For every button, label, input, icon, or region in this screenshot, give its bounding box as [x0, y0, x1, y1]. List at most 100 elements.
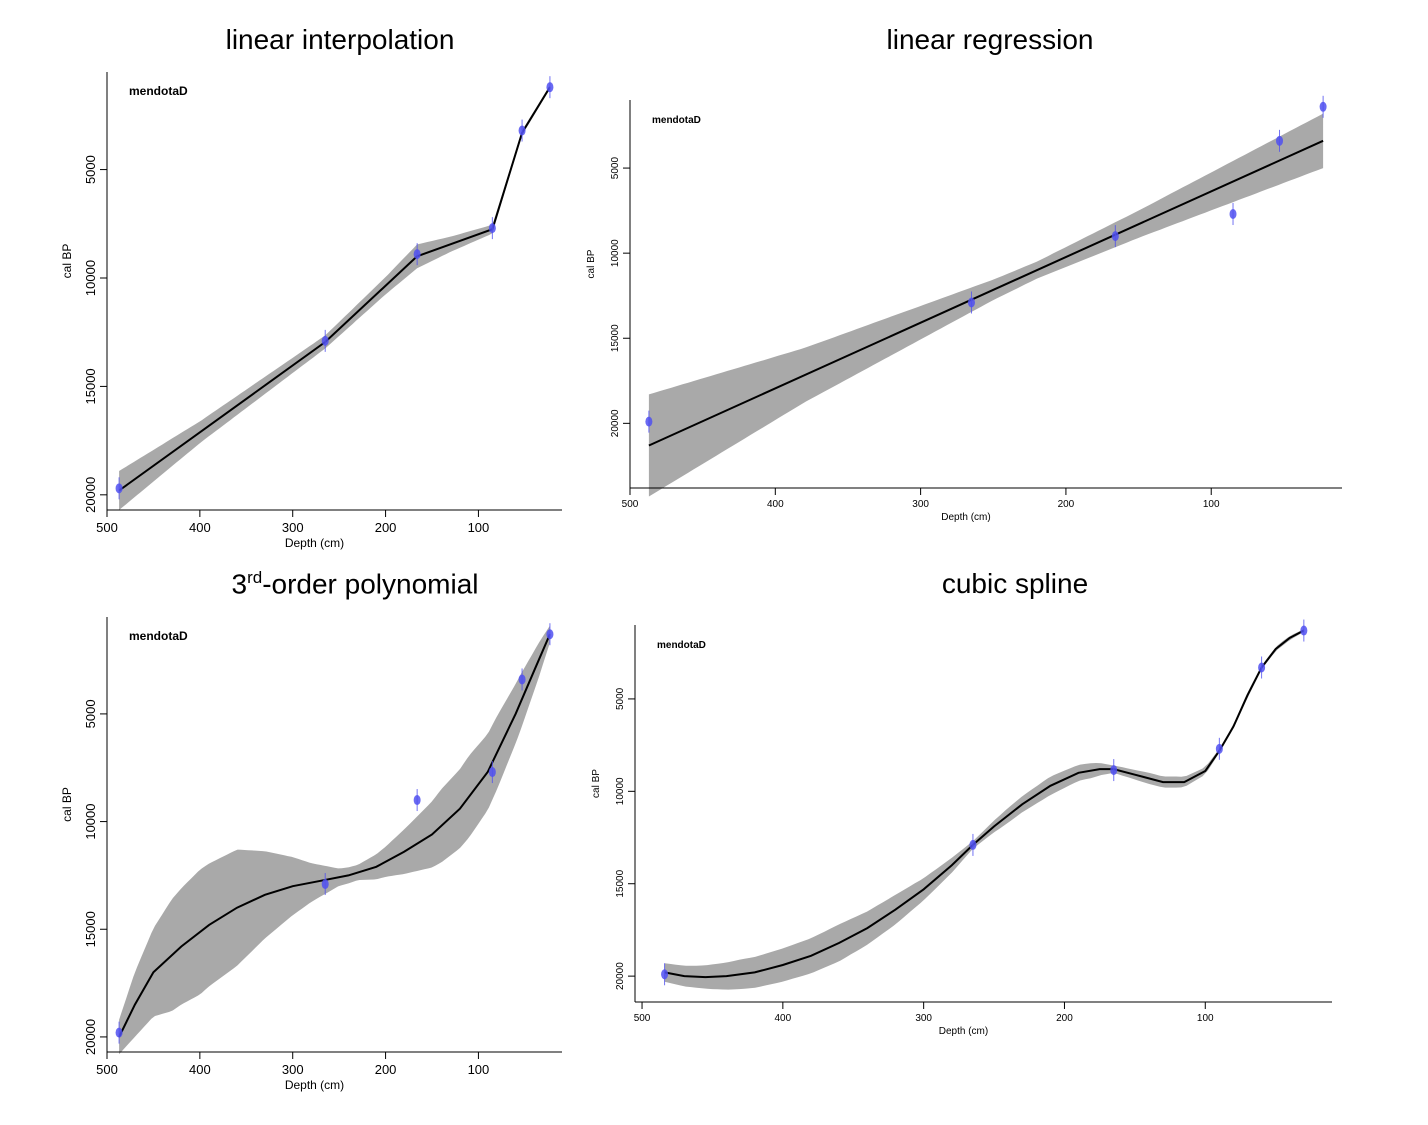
date-marker: [645, 410, 653, 433]
x-tick-label: 100: [1197, 1013, 1214, 1024]
chart-linear-regression: 500 400 300 200 100 5000 10000 15000 20000 Depth …: [586, 95, 1342, 523]
y-tick-label: 5000: [610, 157, 621, 180]
y-axis-label: cal BP: [60, 787, 74, 822]
core-name-label: mendotaD: [657, 640, 706, 651]
x-tick-label: 200: [1056, 1013, 1073, 1024]
y-tick-label: 5000: [83, 699, 98, 728]
x-axis-label: Depth (cm): [285, 536, 344, 550]
date-marker: [413, 243, 421, 266]
date-marker: [1276, 129, 1284, 152]
date-marker: [967, 291, 975, 314]
date-marker: [546, 76, 554, 99]
y-axis-label: cal BP: [60, 244, 74, 279]
date-marker: [115, 477, 123, 500]
y-tick-label: 15000: [83, 368, 98, 404]
date-marker: [1110, 759, 1118, 782]
y-tick-label: 10000: [83, 804, 98, 840]
date-point: [546, 629, 554, 640]
chart-title-linear-interpolation: linear interpolation: [225, 24, 455, 55]
uncertainty-band: [119, 85, 550, 511]
y-tick-label: 10000: [615, 777, 626, 805]
date-marker: [518, 668, 526, 691]
uncertainty-band: [648, 113, 1324, 497]
core-name-label: mendotaD: [129, 84, 188, 98]
y-tick-label: 15000: [615, 869, 626, 897]
y-tick-label: 20000: [83, 477, 98, 513]
x-tick-label: 100: [468, 1062, 490, 1077]
x-tick-label: 100: [1203, 499, 1220, 510]
title-order-number: 3: [231, 568, 248, 600]
x-tick-label: 300: [915, 1013, 932, 1024]
chart-title-cubic-spline: cubic spline: [941, 568, 1089, 599]
y-tick-label: 5000: [83, 155, 98, 184]
x-tick-label: 500: [96, 520, 118, 535]
date-point: [321, 335, 329, 346]
date-marker: [969, 833, 977, 856]
x-tick-label: 500: [634, 1013, 651, 1024]
date-marker: [1215, 737, 1223, 760]
x-tick-label: 200: [1058, 499, 1075, 510]
x-tick-label: 500: [96, 1062, 118, 1077]
date-marker: [321, 873, 329, 896]
date-point: [321, 879, 329, 890]
date-point: [1111, 231, 1119, 242]
date-point: [115, 1027, 123, 1038]
date-marker: [413, 789, 421, 812]
date-marker: [518, 119, 526, 142]
x-axis-label: Depth (cm): [939, 1026, 988, 1037]
y-tick-label: 20000: [83, 1019, 98, 1055]
chart-title-polynomial: 3rd-order polynomial: [155, 568, 555, 600]
uncertainty-band: [664, 629, 1304, 990]
y-axis-label: cal BP: [591, 769, 602, 798]
x-tick-label: 100: [468, 520, 490, 535]
chart-cubic-polynomial: 500 400 300 200 100 5000 10000 15000 20000 Depth …: [60, 617, 562, 1092]
date-point: [1276, 135, 1284, 146]
date-point: [518, 674, 526, 685]
title-rest: -order polynomial: [262, 568, 479, 600]
date-marker: [115, 1021, 123, 1044]
date-marker: [1300, 619, 1308, 642]
core-name-label: mendotaD: [129, 629, 188, 643]
date-marker: [1111, 225, 1119, 248]
date-marker: [1319, 95, 1327, 118]
date-marker: [546, 623, 554, 646]
date-point: [413, 795, 421, 806]
date-point: [518, 125, 526, 136]
date-point: [967, 297, 975, 308]
y-tick-label: 15000: [610, 324, 621, 352]
y-tick-label: 20000: [610, 409, 621, 437]
y-tick-label: 10000: [83, 260, 98, 296]
y-axis-label: cal BP: [586, 249, 597, 278]
age-model-line: [648, 139, 1324, 447]
chart-linear-interpolation: 500 400 300 200 100 5000 10000 15000 20000 Depth …: [60, 72, 562, 550]
age-model-line: [118, 86, 551, 492]
x-tick-label: 400: [189, 1062, 211, 1077]
date-point: [488, 223, 496, 234]
chart-cubic-spline: 500 400 300 200 100 5000 10000 15000 20000 Depth …: [591, 619, 1332, 1037]
x-tick-label: 300: [282, 520, 304, 535]
y-tick-label: 5000: [615, 687, 626, 710]
date-point: [969, 839, 977, 850]
date-point: [1229, 209, 1237, 220]
date-point: [115, 483, 123, 494]
date-point: [413, 249, 421, 260]
age-model-line: [664, 629, 1305, 979]
x-tick-label: 200: [375, 1062, 397, 1077]
core-name-label: mendotaD: [652, 115, 701, 126]
x-tick-label: 400: [775, 1013, 792, 1024]
y-tick-label: 15000: [83, 911, 98, 947]
date-marker: [1258, 656, 1266, 679]
date-point: [1215, 743, 1223, 754]
date-marker: [321, 329, 329, 352]
date-point: [1258, 662, 1266, 673]
date-point: [1300, 625, 1308, 636]
date-marker: [661, 963, 669, 986]
date-point: [546, 82, 554, 93]
title-order-suffix: rd: [247, 568, 263, 587]
x-tick-label: 300: [282, 1062, 304, 1077]
y-tick-label: 20000: [615, 962, 626, 990]
date-point: [661, 969, 669, 980]
y-tick-label: 10000: [610, 239, 621, 267]
date-marker: [1229, 203, 1237, 226]
x-tick-label: 400: [767, 499, 784, 510]
